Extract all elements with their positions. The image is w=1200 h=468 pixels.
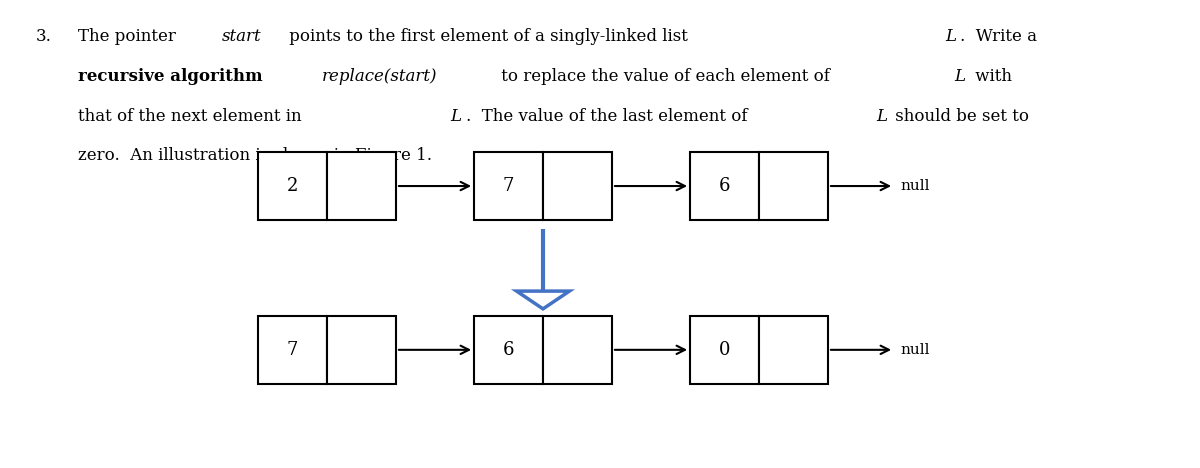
Text: 6: 6 (503, 341, 515, 359)
Text: that of the next element in: that of the next element in (78, 108, 307, 124)
Bar (758, 152, 828, 220)
Text: null: null (900, 179, 930, 193)
Text: recursive algorithm: recursive algorithm (78, 68, 269, 85)
Bar (326, 316, 396, 384)
Text: with: with (970, 68, 1012, 85)
Text: 3.: 3. (36, 28, 52, 45)
Text: .  The value of the last element of: . The value of the last element of (466, 108, 752, 124)
Text: replace(start): replace(start) (322, 68, 437, 85)
Text: 7: 7 (503, 177, 514, 195)
Bar (326, 152, 396, 220)
Text: start: start (222, 28, 262, 45)
Bar (690, 316, 760, 384)
Text: should be set to: should be set to (890, 108, 1030, 124)
Bar (474, 152, 542, 220)
Text: The pointer: The pointer (78, 28, 181, 45)
Text: null: null (900, 343, 930, 357)
Text: 7: 7 (287, 341, 298, 359)
Text: L: L (946, 28, 956, 45)
Text: 6: 6 (719, 177, 731, 195)
Text: .  Write a: . Write a (960, 28, 1037, 45)
Text: L: L (876, 108, 887, 124)
Bar (542, 316, 612, 384)
Bar (542, 152, 612, 220)
Bar (690, 152, 760, 220)
Text: 2: 2 (287, 177, 298, 195)
Bar (474, 316, 542, 384)
Bar (258, 152, 326, 220)
Text: points to the first element of a singly-linked list: points to the first element of a singly-… (284, 28, 694, 45)
Text: zero.  An illustration is shown in Figure 1.: zero. An illustration is shown in Figure… (78, 147, 432, 164)
Polygon shape (517, 291, 570, 309)
Text: 0: 0 (719, 341, 731, 359)
Bar (258, 316, 326, 384)
Text: L: L (954, 68, 965, 85)
Text: L: L (450, 108, 461, 124)
Text: to replace the value of each element of: to replace the value of each element of (496, 68, 835, 85)
Bar (758, 316, 828, 384)
